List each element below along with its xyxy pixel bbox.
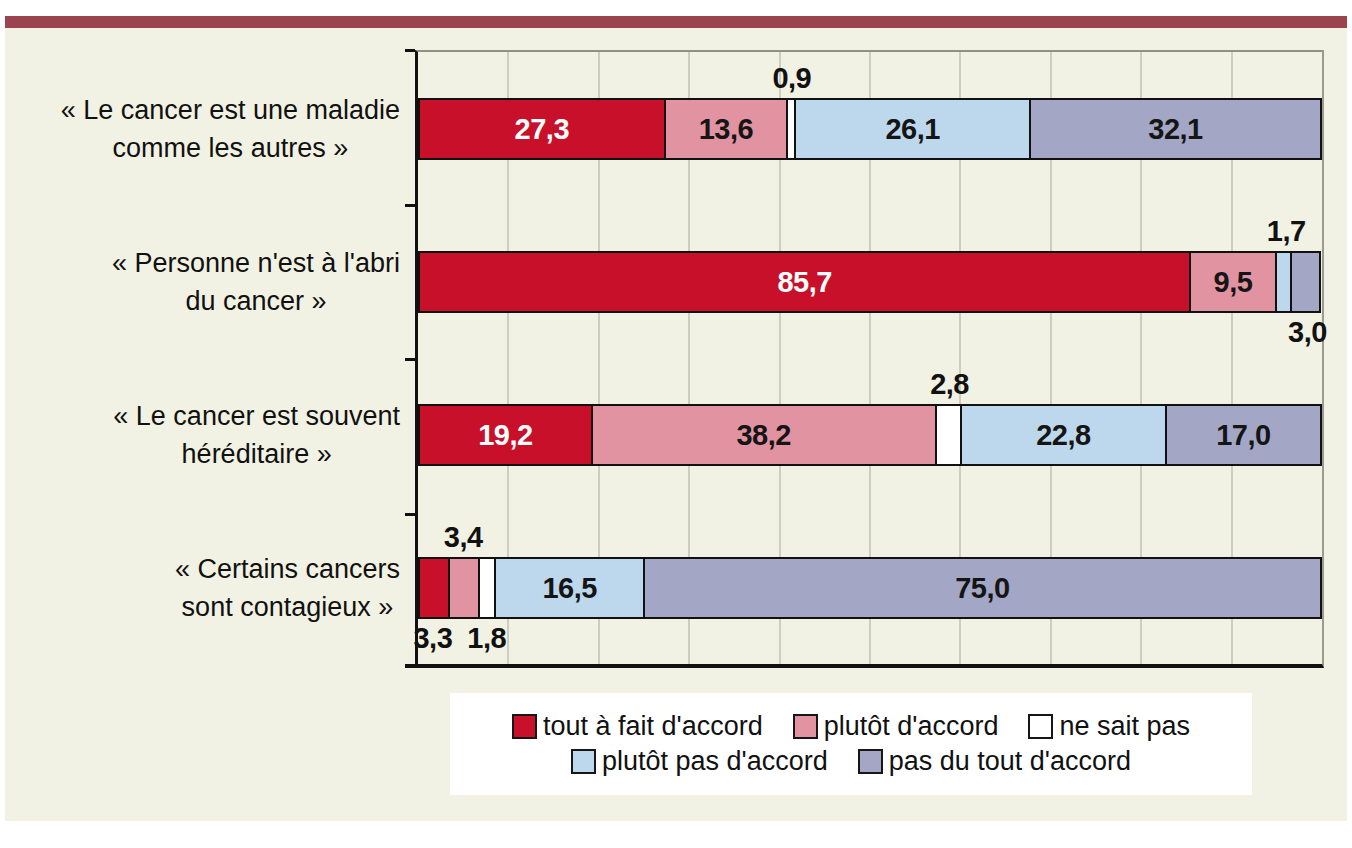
- bar-segment: 26,1: [796, 100, 1031, 158]
- legend-swatch-icon: [793, 714, 818, 739]
- segment-value-label: 75,0: [955, 572, 1009, 605]
- legend-swatch-icon: [571, 749, 596, 774]
- segment-value-label: 17,0: [1216, 419, 1270, 452]
- y-axis-tick: [405, 49, 415, 52]
- segment-value-label: 38,2: [736, 419, 790, 452]
- bar-segment: 75,0: [645, 559, 1320, 617]
- top-banner: [5, 16, 1347, 28]
- segment-value-label: 16,5: [542, 572, 596, 605]
- category-label-line: « Le cancer est souvent: [113, 397, 400, 435]
- callout-value-label: 1,7: [1267, 215, 1306, 247]
- bar-segment: 9,5: [1191, 253, 1276, 311]
- y-axis-tick: [405, 204, 415, 207]
- segment-value-label: 9,5: [1214, 266, 1253, 299]
- segment-value-label: 32,1: [1148, 113, 1202, 146]
- y-axis-tick: [405, 513, 415, 516]
- bar-segment: 13,6: [666, 100, 788, 158]
- bar-row-1: 85,7 9,5: [418, 251, 1321, 313]
- bar-segment: [480, 559, 496, 617]
- plot-content: 0,927,313,626,132,11,73,085,79,52,819,23…: [418, 52, 1322, 664]
- category-label-2: « Le cancer est souventhéréditaire »: [113, 397, 400, 473]
- bar-row-3: 16,5 75,0: [418, 557, 1322, 619]
- bar-segment: 85,7: [420, 253, 1191, 311]
- category-label-line: « Certains cancers: [175, 550, 400, 588]
- segment-value-label: 85,7: [777, 266, 831, 299]
- bar-segment: [1277, 253, 1292, 311]
- legend-item: tout à fait d'accord: [512, 711, 763, 742]
- category-label-line: sont contagieux »: [175, 588, 400, 626]
- bar-segment: 32,1: [1031, 100, 1320, 158]
- bar-segment: 27,3: [420, 100, 666, 158]
- legend-label: plutôt d'accord: [824, 711, 999, 742]
- callout-value-label: 3,4: [444, 521, 483, 553]
- chart-figure: 0,9 27,3 13,6 26,1 32,1 1,7 3,0 85,7 9,5 2,8 19,2 3…: [0, 0, 1352, 848]
- bar-segment: 19,2: [420, 406, 593, 464]
- legend-label: tout à fait d'accord: [543, 711, 763, 742]
- callout-value-label: 0,9: [772, 62, 811, 94]
- legend-label: ne sait pas: [1059, 711, 1190, 742]
- category-label-line: « Le cancer est une maladie: [61, 91, 400, 129]
- category-label-line: comme les autres »: [61, 129, 400, 167]
- legend-row: tout à fait d'accord plutôt d'accord ne sa…: [450, 711, 1252, 742]
- callout-value-label: 1,8: [467, 622, 506, 654]
- bar-segment: 16,5: [496, 559, 645, 617]
- legend-item: pas du tout d'accord: [858, 746, 1131, 777]
- legend-row: plutôt pas d'accord pas du tout d'accord: [450, 746, 1252, 777]
- segment-value-label: 27,3: [515, 113, 569, 146]
- legend-swatch-icon: [1028, 714, 1053, 739]
- bar-row-0: 27,3 13,6 26,1 32,1: [418, 98, 1322, 160]
- legend-item: plutôt pas d'accord: [571, 746, 828, 777]
- segment-value-label: 19,2: [478, 419, 532, 452]
- bar-segment: [937, 406, 962, 464]
- category-label-line: « Personne n'est à l'abri: [112, 244, 400, 282]
- bar-segment: [788, 100, 796, 158]
- bar-segment: 22,8: [962, 406, 1167, 464]
- legend-item: ne sait pas: [1028, 711, 1190, 742]
- bar-segment: [450, 559, 481, 617]
- segment-value-label: 13,6: [699, 113, 753, 146]
- category-label-line: héréditaire »: [113, 435, 400, 473]
- legend-item: plutôt d'accord: [793, 711, 999, 742]
- bar-segment: [1292, 253, 1319, 311]
- plot-area: 0,9 27,3 13,6 26,1 32,1 1,7 3,0 85,7 9,5 2,8 19,2 3…: [415, 50, 1324, 668]
- legend-swatch-icon: [512, 714, 537, 739]
- callout-value-label: 3,0: [1288, 316, 1327, 348]
- callout-value-label: 3,3: [413, 622, 452, 654]
- callout-value-label: 2,8: [930, 368, 969, 400]
- segment-value-label: 26,1: [885, 113, 939, 146]
- bar-row-2: 19,2 38,2 22,8 17,0: [418, 404, 1322, 466]
- category-label-line: du cancer »: [112, 282, 400, 320]
- y-axis-tick: [405, 358, 415, 361]
- bar-segment: 17,0: [1167, 406, 1320, 464]
- category-label-1: « Personne n'est à l'abridu cancer »: [112, 244, 400, 320]
- legend-swatch-icon: [858, 749, 883, 774]
- bar-segment: 38,2: [593, 406, 937, 464]
- x-axis-left-extension: [405, 664, 417, 668]
- bar-segment: [420, 559, 450, 617]
- legend-label: pas du tout d'accord: [889, 746, 1131, 777]
- segment-value-label: 22,8: [1036, 419, 1090, 452]
- category-label-3: « Certains cancerssont contagieux »: [175, 550, 400, 626]
- category-label-0: « Le cancer est une maladiecomme les aut…: [61, 91, 400, 167]
- legend-label: plutôt pas d'accord: [602, 746, 828, 777]
- legend: tout à fait d'accord plutôt d'accord ne sa…: [450, 693, 1252, 795]
